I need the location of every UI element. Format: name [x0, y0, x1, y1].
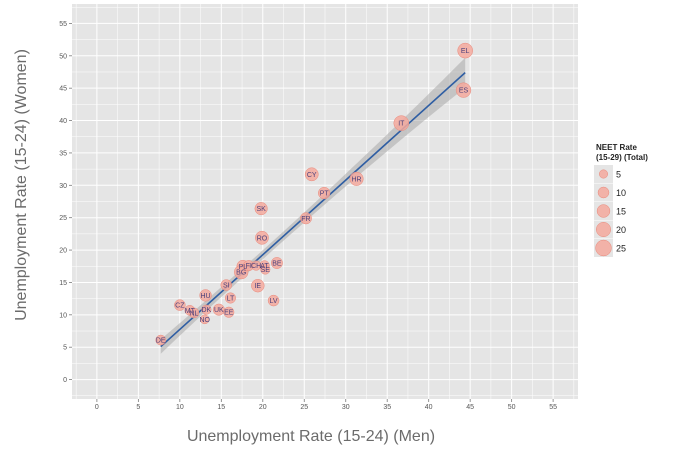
- y-tick-label: 30: [59, 183, 67, 190]
- legend-key-circle: [596, 222, 611, 237]
- point-label-lt: LT: [227, 295, 235, 302]
- point-be: [270, 257, 283, 269]
- point-si: [220, 279, 233, 291]
- point-label-dk: DK: [202, 307, 212, 314]
- point-nl: [188, 307, 200, 319]
- point-label-hu: HU: [200, 293, 210, 300]
- x-tick-label: 45: [466, 404, 474, 411]
- y-tick-label: 10: [59, 312, 67, 319]
- legend-key-label: 20: [616, 225, 626, 235]
- trend-line: [160, 72, 466, 348]
- point-label-el: EL: [461, 48, 470, 55]
- y-axis-ticks: 0 5 10 15 20 25 30 35 40 45 50 55: [59, 21, 72, 384]
- size-legend: NEET Rate (15-29) (Total) 5 10 15 20 25: [594, 143, 648, 257]
- x-tick-label: 10: [176, 404, 184, 411]
- point-se: [260, 264, 271, 275]
- y-tick-label: 40: [59, 118, 67, 125]
- point-ie: [251, 279, 265, 293]
- point-el: [457, 42, 473, 59]
- legend-key-label: 15: [616, 207, 626, 217]
- point-label-ie: IE: [254, 283, 261, 290]
- point-label-no: NO: [199, 317, 210, 324]
- point-cy: [304, 167, 319, 182]
- point-label-ch: CH: [251, 263, 261, 270]
- x-tick-label: 50: [508, 404, 516, 411]
- legend-key-circle: [597, 186, 610, 199]
- legend-key-label: 5: [616, 170, 621, 180]
- legend-key-circle: [599, 169, 608, 179]
- point-label-de: DE: [156, 338, 166, 345]
- y-tick-label: 25: [59, 215, 67, 222]
- x-axis-ticks: 0 5 10 15 20 25 30 35 40 45 50 55: [95, 399, 557, 411]
- legend-items: 5 10 15 20 25: [594, 165, 626, 257]
- point-label-bg: BG: [236, 270, 246, 277]
- x-tick-label: 15: [217, 404, 225, 411]
- confidence-band: [160, 57, 466, 354]
- point-label-cz: CZ: [175, 303, 185, 310]
- point-pt: [318, 186, 331, 200]
- point-label-at: AT: [260, 263, 269, 270]
- legend-title-line2: (15-29) (Total): [596, 153, 648, 162]
- point-label-se: SE: [261, 267, 271, 274]
- point-label-ee: EE: [224, 310, 234, 317]
- point-label-cy: CY: [307, 172, 317, 179]
- point-hr: [349, 171, 364, 186]
- y-tick-label: 15: [59, 280, 67, 287]
- legend-key-circle: [596, 204, 611, 218]
- point-fr: [299, 212, 312, 225]
- point-label-si: SI: [223, 283, 230, 290]
- x-tick-label: 35: [383, 404, 391, 411]
- point-ro: [255, 230, 269, 245]
- point-label-mt: MT: [185, 308, 196, 315]
- point-label-fr: FR: [301, 216, 310, 223]
- legend-title-line1: NEET Rate: [596, 143, 637, 152]
- point-label-pl: PL: [239, 264, 248, 271]
- x-axis-title: Unemployment Rate (15-24) (Men): [187, 428, 435, 445]
- point-label-nl: NL: [189, 310, 198, 317]
- point-sk: [254, 202, 268, 216]
- point-label-be: BE: [272, 261, 282, 268]
- x-tick-label: 40: [425, 404, 433, 411]
- point-es: [455, 82, 472, 98]
- point-label-ro: RO: [257, 235, 268, 242]
- point-label-fi: FI: [246, 263, 252, 270]
- point-cz: [174, 299, 186, 311]
- x-tick-label: 30: [342, 404, 350, 411]
- x-tick-label: 5: [136, 404, 140, 411]
- point-hu: [199, 289, 212, 302]
- point-label-sk: SK: [256, 206, 266, 213]
- legend-key-label: 10: [616, 188, 626, 198]
- y-tick-label: 0: [63, 377, 67, 384]
- y-tick-label: 50: [59, 53, 67, 60]
- y-tick-label: 35: [59, 150, 67, 157]
- point-label-lv: LV: [270, 298, 278, 305]
- legend-key-circle: [595, 239, 612, 257]
- point-lt: [224, 292, 236, 304]
- point-ee: [223, 306, 235, 318]
- point-label-hr: HR: [351, 176, 361, 183]
- point-lv: [267, 294, 280, 307]
- y-tick-label: 5: [63, 345, 67, 352]
- x-tick-label: 20: [259, 404, 267, 411]
- point-de: [155, 334, 167, 346]
- point-label-es: ES: [459, 88, 469, 95]
- point-label-pt: PT: [320, 191, 330, 198]
- point-it: [393, 115, 410, 131]
- x-tick-label: 25: [300, 404, 308, 411]
- y-tick-label: 45: [59, 86, 67, 93]
- data-points: [155, 42, 473, 346]
- point-dk: [201, 304, 212, 315]
- x-tick-label: 55: [549, 404, 557, 411]
- legend-key-label: 25: [616, 244, 626, 254]
- point-label-it: IT: [398, 121, 405, 128]
- x-tick-label: 0: [95, 404, 99, 411]
- y-tick-label: 20: [59, 248, 67, 255]
- point-label-uk: UK: [214, 307, 224, 314]
- y-tick-label: 55: [59, 21, 67, 28]
- y-axis-title: Unemployment Rate (15-24) (Women): [13, 49, 30, 321]
- point-no: [199, 314, 210, 325]
